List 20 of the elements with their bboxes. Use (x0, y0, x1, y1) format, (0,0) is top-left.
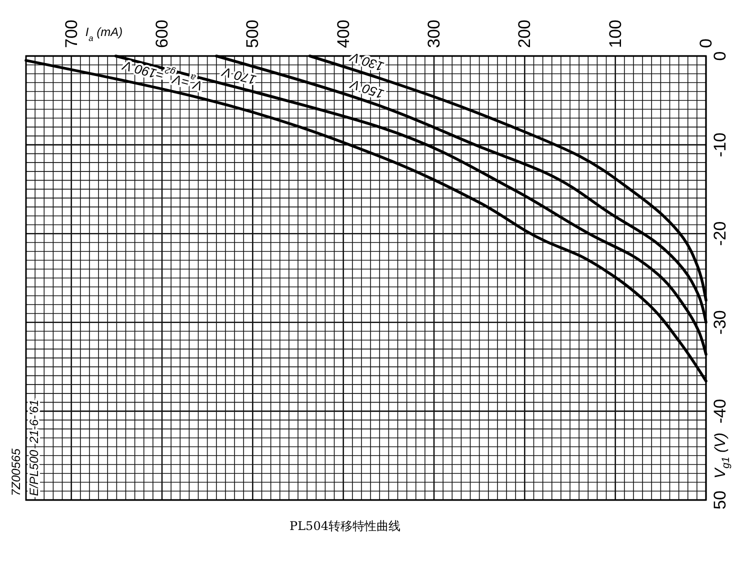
x-tick-label: 100 (606, 20, 625, 48)
x-tick-label: 0 (696, 38, 716, 48)
y-tick-label: -30 (710, 310, 730, 335)
x-axis-title: I$_{a}$ (mA) (85, 25, 123, 43)
x-tick-label: 200 (515, 20, 534, 48)
x-tick-label: 300 (424, 20, 444, 48)
x-tick-label: 600 (152, 20, 172, 48)
y-tick-label: 50 (710, 490, 730, 510)
y-tick-label: -40 (710, 398, 730, 424)
y-tick-label: 0 (710, 51, 730, 61)
annotation: E/PL500 21-6-'61 (27, 400, 41, 496)
text: 150 V (348, 76, 386, 102)
x-tick-label: 500 (243, 20, 262, 48)
y-tick-label: -10 (710, 132, 730, 158)
x-tick-label: 400 (334, 20, 353, 48)
text: 170 V (220, 64, 258, 88)
x-tick-label: 700 (62, 20, 81, 48)
y-tick-label: -20 (710, 221, 730, 246)
text: 7Z00565 (9, 448, 23, 496)
text: PL504转移特性曲线 (290, 519, 400, 533)
